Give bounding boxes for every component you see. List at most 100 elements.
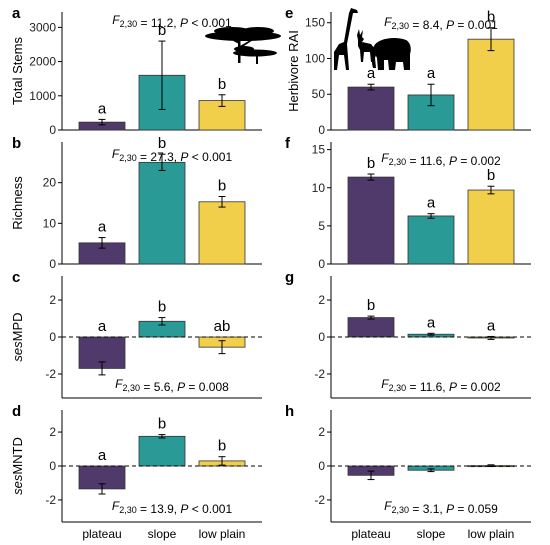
y-tick-label: 100: [305, 51, 325, 65]
stat-part: F: [384, 499, 392, 513]
y-tick-label: 20: [43, 176, 57, 190]
y-tick-label: 2: [49, 425, 56, 439]
stat-part: = 0.008: [185, 380, 229, 394]
x-tick-label: low plain: [199, 527, 246, 541]
stat-part: < 0.001: [188, 150, 232, 164]
stat-part: = 13.9,: [137, 502, 181, 516]
stat-part: P: [449, 154, 457, 168]
y-axis-label-text: Richness: [10, 176, 25, 230]
stat-part: P: [446, 18, 454, 32]
y-axis-label-text: MNTD: [10, 437, 25, 475]
stat-part: F: [112, 13, 120, 27]
y-tick-label: 50: [312, 87, 326, 101]
stat-label: F2,30 = 11.6, P = 0.002: [381, 377, 501, 394]
significance-letter: ab: [214, 318, 231, 335]
stat-part: = 0.001: [454, 18, 498, 32]
stat-part: = 0.059: [454, 502, 498, 516]
stat-part: P: [180, 502, 188, 516]
y-axis-label: Total Stems: [10, 37, 25, 105]
bar-slope: [407, 215, 455, 265]
stat-part: = 11.6,: [406, 380, 449, 394]
bar-plateau: [347, 86, 395, 131]
significance-letter: b: [367, 297, 375, 314]
stat-part: = 27.3,: [137, 150, 181, 164]
x-tick-label: plateau: [82, 527, 121, 541]
y-axis-label: Herbivore RAI: [286, 30, 301, 112]
stat-part: F: [112, 499, 120, 513]
y-tick-label: 0: [49, 257, 56, 271]
stat-part: 2,30: [123, 383, 141, 393]
stat-part: 2,30: [392, 505, 410, 515]
stat-part: 2,30: [120, 19, 138, 29]
panel-d: d -2 0 2 sesMNTD a b b F2,30 = 13.9, P < 0.001 pl…: [10, 403, 262, 541]
stat-label: F2,30 = 11.6, P = 0.002: [381, 151, 501, 168]
y-tick-label: 0: [49, 459, 56, 473]
significance-letter: a: [427, 314, 436, 331]
giraffe-icon: [334, 8, 358, 70]
bar-plateau: [347, 176, 395, 265]
significance-letter: a: [427, 65, 436, 82]
y-tick-label: 0: [49, 123, 56, 137]
x-tick-label: low plain: [468, 527, 515, 541]
panel-letter: e: [285, 5, 293, 22]
stat-part: F: [381, 377, 389, 391]
stat-part: 2,30: [119, 153, 137, 163]
x-tick-label: plateau: [351, 527, 390, 541]
significance-letter: b: [487, 9, 495, 26]
stat-part: F: [381, 151, 389, 165]
y-axis-label-prefix: ses: [10, 341, 25, 362]
x-tick-label: slope: [148, 527, 177, 541]
panel-g: g -2 0 2 b a a F2,30 = 11.6, P = 0.002: [285, 269, 531, 399]
stat-label: F2,30 = 13.9, P < 0.001: [112, 499, 233, 516]
y-tick-label: 0: [318, 459, 325, 473]
silhouette-icons: [205, 8, 411, 70]
significance-letter: a: [98, 318, 107, 335]
significance-letter: b: [367, 155, 375, 172]
stat-part: P: [446, 502, 454, 516]
y-tick-label: 3000: [29, 20, 56, 34]
y-axis-label-text: Herbivore RAI: [286, 30, 301, 112]
y-tick-label: 2: [49, 293, 56, 307]
significance-letter: a: [487, 317, 496, 334]
stat-part: P: [449, 380, 457, 394]
y-tick-label: 15: [312, 143, 326, 157]
stat-label: F2,30 = 27.3, P < 0.001: [112, 147, 233, 164]
stat-part: = 3.1,: [409, 502, 446, 516]
significance-letter: b: [218, 177, 226, 194]
y-tick-label: -2: [45, 367, 56, 381]
stat-part: = 0.002: [457, 154, 501, 168]
y-tick-label: 0: [318, 123, 325, 137]
y-axis-label-prefix: ses: [10, 474, 25, 495]
stat-label: F2,30 = 5.6, P = 0.008: [115, 377, 229, 394]
significance-letter: a: [98, 100, 107, 117]
stat-part: = 5.6,: [140, 380, 177, 394]
significance-letter: b: [158, 22, 166, 39]
panel-letter: h: [285, 403, 294, 420]
elephant-icon: [371, 38, 411, 70]
bar-slope: [138, 161, 186, 265]
significance-letter: b: [487, 167, 495, 184]
stat-part: < 0.001: [188, 502, 232, 516]
stat-label: F2,30 = 8.4, P = 0.001: [384, 15, 498, 32]
stat-part: 2,30: [389, 157, 407, 167]
y-tick-label: 2: [318, 425, 325, 439]
antelope-icon: [357, 29, 374, 62]
acacia-tree-icon: [205, 27, 281, 64]
stat-part: = 0.002: [457, 380, 501, 394]
stat-part: 2,30: [389, 383, 407, 393]
y-tick-label: -2: [45, 493, 56, 507]
y-axis-label-text: MPD: [10, 312, 25, 341]
y-tick-label: 10: [312, 181, 326, 195]
panel-h: h -2 0 2 F2,30 = 3.1, P = 0.059 plateau slope l…: [285, 403, 531, 541]
y-tick-label: 0: [318, 330, 325, 344]
stat-part: F: [384, 15, 392, 29]
panel-letter: b: [12, 135, 21, 152]
stat-part: P: [180, 150, 188, 164]
bar-low-plain: [198, 201, 246, 265]
